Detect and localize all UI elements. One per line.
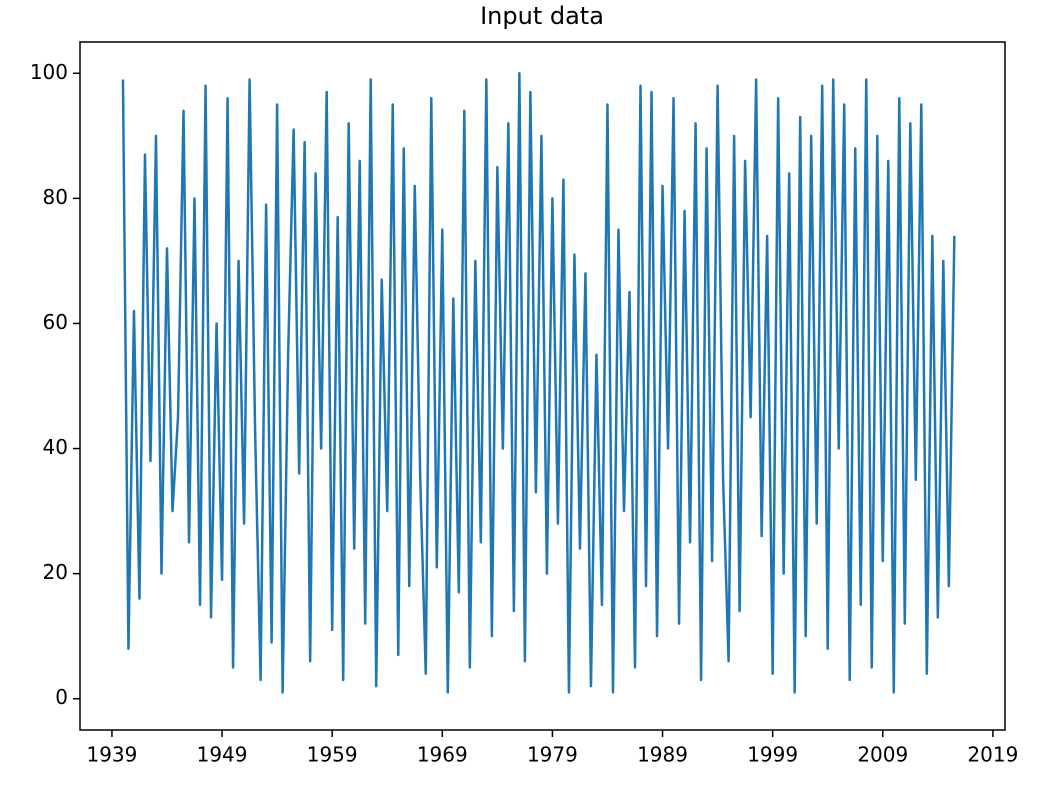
x-tick-label: 1959 — [307, 743, 358, 767]
chart-title: Input data — [480, 2, 604, 30]
x-tick-label: 1949 — [197, 743, 248, 767]
y-tick-label: 0 — [55, 685, 68, 709]
x-tick-label: 1939 — [86, 743, 137, 767]
data-line — [121, 72, 956, 694]
y-tick-label: 100 — [30, 60, 68, 84]
x-tick-label: 1979 — [527, 743, 578, 767]
x-tick-label: 1969 — [417, 743, 468, 767]
x-tick-label: 2009 — [857, 743, 908, 767]
x-tick-label: 2019 — [967, 743, 1018, 767]
y-tick-label: 20 — [43, 560, 68, 584]
x-tick-label: 1999 — [747, 743, 798, 767]
plot-frame — [79, 41, 1006, 731]
y-tick-label: 40 — [43, 435, 68, 459]
y-tick-label: 80 — [43, 185, 68, 209]
x-tick-label: 1989 — [637, 743, 688, 767]
y-tick-label: 60 — [43, 310, 68, 334]
